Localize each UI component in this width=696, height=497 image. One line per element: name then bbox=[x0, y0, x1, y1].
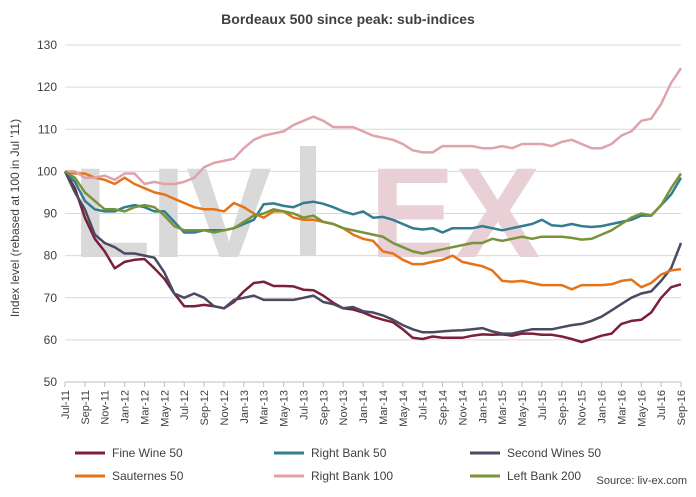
x-tick-label: Sep-12 bbox=[199, 390, 211, 425]
x-tick-label: Mar-14 bbox=[378, 390, 390, 425]
legend-item: Sauternes 50 bbox=[75, 469, 184, 483]
y-tick-label: 130 bbox=[37, 38, 57, 52]
x-tick-label: Sep-16 bbox=[676, 390, 688, 425]
x-tick-label: Jul-11 bbox=[60, 390, 72, 419]
legend-label: Right Bank 50 bbox=[311, 446, 387, 460]
y-tick-label: 120 bbox=[37, 80, 57, 94]
x-tick-label: Sep-14 bbox=[438, 390, 450, 425]
x-tick-label: May-12 bbox=[159, 390, 171, 427]
y-tick-label: 100 bbox=[37, 164, 57, 178]
x-tick-label: Jul-15 bbox=[537, 390, 549, 420]
legend-item: Right Bank 50 bbox=[274, 446, 387, 460]
x-tick-label: Nov-12 bbox=[219, 390, 231, 425]
x-tick-label: Jan-14 bbox=[358, 390, 370, 424]
x-tick-label: May-15 bbox=[517, 390, 529, 427]
x-tick-label: Nov-15 bbox=[577, 390, 589, 425]
source-note: Source: liv-ex.com bbox=[597, 475, 687, 487]
x-tick-label: Jul-14 bbox=[418, 390, 430, 420]
y-tick-label: 80 bbox=[44, 249, 58, 263]
x-tick-label: Jul-13 bbox=[298, 390, 310, 420]
chart-title: Bordeaux 500 since peak: sub-indices bbox=[221, 11, 475, 27]
x-tick-label: Sep-13 bbox=[318, 390, 330, 425]
x-axis: Jul-11 Sep-11 Nov-11 Jan-12 Mar-12 May-12 Jul-… bbox=[60, 382, 688, 427]
x-tick-label: Jan-16 bbox=[597, 390, 609, 424]
x-tick-label: Mar-16 bbox=[616, 390, 628, 425]
legend-item: Right Bank 100 bbox=[274, 469, 393, 483]
y-tick-label: 70 bbox=[44, 291, 58, 305]
x-tick-label: Mar-13 bbox=[259, 390, 271, 425]
x-tick-label: May-13 bbox=[279, 390, 291, 427]
y-axis-label: Index level (rebased at 100 in Jul '11) bbox=[8, 119, 22, 317]
legend-label: Fine Wine 50 bbox=[112, 446, 183, 460]
legend-label: Right Bank 100 bbox=[311, 469, 393, 483]
x-tick-label: Nov-14 bbox=[457, 390, 469, 425]
x-tick-label: Sep-15 bbox=[557, 390, 569, 425]
x-tick-label: Mar-12 bbox=[139, 390, 151, 425]
y-tick-label: 50 bbox=[44, 375, 58, 389]
y-tick-label: 110 bbox=[38, 122, 57, 136]
y-axis: 50 60 70 80 90 100 110 120 130 bbox=[37, 38, 57, 389]
legend-item: Fine Wine 50 bbox=[75, 446, 183, 460]
legend-label: Sauternes 50 bbox=[112, 469, 184, 483]
x-tick-label: Jul-16 bbox=[656, 390, 668, 420]
legend-label: Left Bank 200 bbox=[507, 469, 581, 483]
x-tick-label: May-16 bbox=[636, 390, 648, 427]
x-tick-label: Jul-12 bbox=[179, 390, 191, 420]
x-tick-label: Jan-13 bbox=[239, 390, 251, 424]
legend-item: Left Bank 200 bbox=[470, 469, 581, 483]
x-tick-label: Jan-12 bbox=[120, 390, 132, 424]
y-tick-label: 90 bbox=[44, 207, 58, 221]
x-tick-label: May-14 bbox=[398, 390, 410, 427]
legend: Fine Wine 50 Right Bank 50 Second Wines 50… bbox=[75, 446, 601, 483]
x-tick-label: Nov-11 bbox=[100, 390, 112, 425]
x-tick-label: Sep-11 bbox=[80, 390, 92, 425]
x-tick-label: Mar-15 bbox=[497, 390, 509, 425]
legend-label: Second Wines 50 bbox=[507, 446, 601, 460]
y-tick-label: 60 bbox=[44, 333, 58, 347]
x-tick-label: Jan-15 bbox=[477, 390, 489, 424]
legend-item: Second Wines 50 bbox=[470, 446, 601, 460]
x-tick-label: Nov-13 bbox=[338, 390, 350, 425]
grid bbox=[65, 45, 681, 382]
